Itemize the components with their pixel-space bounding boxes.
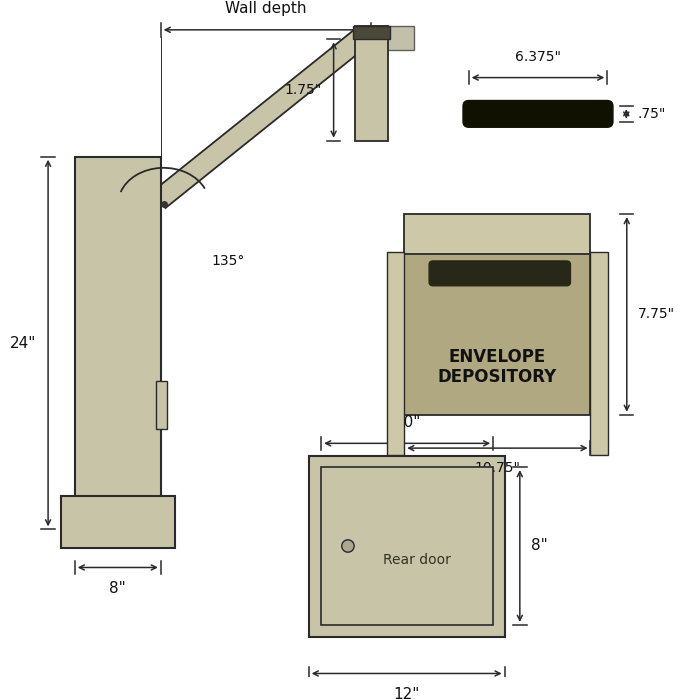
Text: 7.75": 7.75" xyxy=(638,307,675,321)
Text: 1.75": 1.75" xyxy=(285,83,322,97)
Bar xyxy=(156,382,167,429)
Bar xyxy=(591,253,608,455)
Text: 135°: 135° xyxy=(212,254,245,268)
Text: Rear door: Rear door xyxy=(383,553,451,567)
Text: 12": 12" xyxy=(393,687,420,700)
Bar xyxy=(405,253,591,414)
Text: 6.375": 6.375" xyxy=(515,50,561,64)
Bar xyxy=(309,456,505,637)
Bar xyxy=(353,26,390,39)
Bar xyxy=(405,214,591,254)
Bar xyxy=(355,26,388,141)
Text: 8": 8" xyxy=(531,538,548,554)
Text: Wall depth: Wall depth xyxy=(225,1,307,17)
Text: 10.75": 10.75" xyxy=(475,461,520,475)
Bar xyxy=(75,157,161,529)
Bar xyxy=(60,496,175,548)
Text: ENVELOPE
DEPOSITORY: ENVELOPE DEPOSITORY xyxy=(438,347,557,386)
Text: 10": 10" xyxy=(394,415,420,430)
FancyBboxPatch shape xyxy=(463,101,613,127)
FancyBboxPatch shape xyxy=(429,261,570,286)
Text: 24": 24" xyxy=(10,335,36,351)
Bar xyxy=(321,467,493,625)
Circle shape xyxy=(342,540,354,552)
Polygon shape xyxy=(153,29,368,208)
Text: .75": .75" xyxy=(638,107,666,121)
Bar xyxy=(387,253,405,455)
Bar xyxy=(361,26,414,50)
Text: 8": 8" xyxy=(109,581,126,596)
